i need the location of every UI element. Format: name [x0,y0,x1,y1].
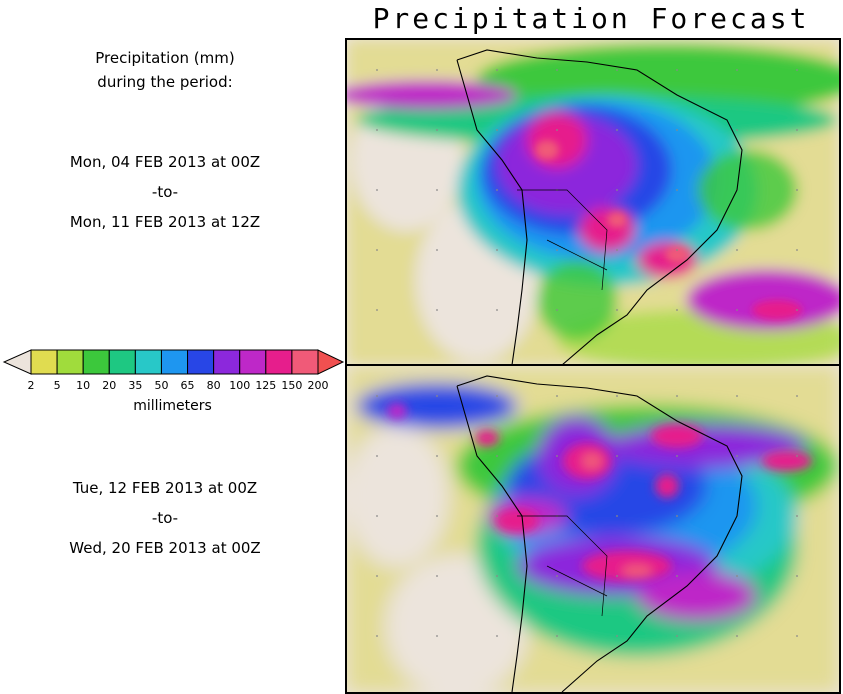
period1-end: Mon, 11 FEB 2013 at 12Z [69,213,261,231]
colorbar-tick-label: 5 [53,379,61,392]
subtitle-line2: during the period: [97,73,233,91]
period2-end: Wed, 20 FEB 2013 at 00Z [69,539,261,557]
map-panel-period1 [345,38,841,367]
colorbar-tick-label: 200 [307,379,329,392]
colorbar-tick-label: 20 [102,379,117,392]
colorbar-units: millimeters [133,398,212,414]
colorbar-tick-label: 50 [154,379,169,392]
colorbar-tick-label: 2 [27,379,35,392]
colorbar-swatch [265,349,293,375]
colorbar-under-arrow [2,349,32,375]
borders [517,515,608,617]
map-panel-period2 [345,364,841,694]
colorbar-tick-label: 100 [229,379,251,392]
colorbar-tick-label: 65 [180,379,195,392]
period2-start: Tue, 12 FEB 2013 at 00Z [72,479,258,497]
precip-map-period2 [347,366,839,692]
colorbar-tick-label: 35 [128,379,143,392]
colorbar-swatch [30,349,58,375]
colorbar-swatch [213,349,241,375]
period2-sep: -to- [151,509,179,527]
colorbar [2,349,345,375]
period1-label: Mon, 04 FEB 2013 at 00Z -to- Mon, 11 FEB… [0,150,330,234]
precip-map-period1 [347,40,839,365]
colorbar-swatch [239,349,267,375]
colorbar-swatch [160,349,189,375]
colorbar-tick-label: 150 [281,379,303,392]
colorbar-tick-label: 80 [206,379,221,392]
period1-start: Mon, 04 FEB 2013 at 00Z [69,153,261,171]
borders [517,189,608,291]
period1-sep: -to- [151,183,179,201]
subtitle-line1: Precipitation (mm) [95,49,235,67]
period2-label: Tue, 12 FEB 2013 at 00Z -to- Wed, 20 FEB… [0,476,330,560]
colorbar-swatch [187,349,215,375]
colorbar-swatch [291,349,319,375]
colorbar-tick-label: 125 [255,379,277,392]
colorbar-swatch [56,349,84,375]
colorbar-swatch [134,349,162,375]
colorbar-over-arrow [317,349,345,375]
colorbar-swatch [108,349,136,375]
colorbar-tick-label: 10 [76,379,91,392]
legend-header: Precipitation (mm) during the period: [0,46,330,94]
colorbar-swatch [82,349,110,375]
page-title: Precipitation Forecast [372,2,810,35]
